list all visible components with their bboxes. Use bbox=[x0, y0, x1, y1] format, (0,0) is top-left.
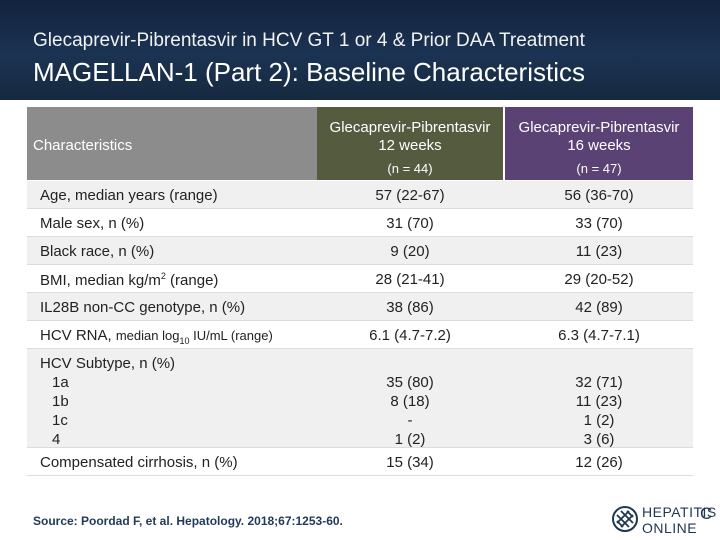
row-label: HCV Subtype, n (%) 1a 1b 1c 4 bbox=[40, 355, 176, 448]
logo-line1: HEPATITIS bbox=[642, 504, 717, 520]
logo-line2: ONLINE bbox=[642, 520, 698, 536]
table-row: Compensated cirrhosis, n (%) 15 (34) 12 … bbox=[27, 448, 693, 476]
table-row: IL28B non-CC genotype, n (%) 38 (86) 42 … bbox=[27, 293, 693, 321]
row-value-12: 28 (21-41) bbox=[375, 271, 445, 288]
row-label: Age, median years (range) bbox=[40, 187, 218, 204]
row-label: HCV RNA, median log10 IU/mL (range) bbox=[40, 327, 273, 346]
row-value-12: 35 (80) 8 (18) - 1 (2) bbox=[386, 374, 434, 448]
row-value-12: 38 (86) bbox=[386, 299, 434, 316]
row-value-16: 33 (70) bbox=[575, 215, 623, 232]
row-value-12: 6.1 (4.7-7.2) bbox=[369, 327, 451, 344]
slide-subtitle: Glecaprevir-Pibrentasvir in HCV GT 1 or … bbox=[33, 30, 585, 51]
row-value-16: 32 (71) 11 (23) 1 (2) 3 (6) bbox=[575, 374, 623, 448]
slide-title: MAGELLAN-1 (Part 2): Baseline Characteri… bbox=[33, 57, 585, 87]
baseline-table: Characteristics Glecaprevir-Pibrentasvir… bbox=[27, 107, 693, 476]
header-characteristics-label: Characteristics bbox=[33, 137, 133, 154]
header-16-n: (n = 47) bbox=[576, 161, 622, 176]
row-value-16: 6.3 (4.7-7.1) bbox=[558, 327, 640, 344]
table-row: BMI, median kg/m2 (range) 28 (21-41) 29 … bbox=[27, 265, 693, 293]
header-12-drug: Glecaprevir-Pibrentasvir bbox=[329, 119, 491, 136]
header-characteristics: Characteristics bbox=[27, 107, 317, 180]
header-16-duration: 16 weeks bbox=[567, 137, 631, 154]
table-row: Male sex, n (%) 31 (70) 33 (70) bbox=[27, 209, 693, 237]
row-value-12: 57 (22-67) bbox=[375, 187, 445, 204]
table-row: HCV RNA, median log10 IU/mL (range) 6.1 … bbox=[27, 321, 693, 349]
row-value-12: 9 (20) bbox=[390, 243, 430, 260]
row-value-12: 15 (34) bbox=[386, 454, 434, 471]
header-12-n: (n = 44) bbox=[387, 161, 433, 176]
table-row: HCV Subtype, n (%) 1a 1b 1c 4 35 (80) 8 … bbox=[27, 349, 693, 448]
hepatitis-c-online-logo: HEPATITIS ONLINE C bbox=[612, 502, 716, 536]
header-16-weeks: Glecaprevir-Pibrentasvir 16 weeks (n = 4… bbox=[505, 107, 693, 180]
header-12-duration: 12 weeks bbox=[378, 137, 442, 154]
row-value-16: 42 (89) bbox=[575, 299, 623, 316]
subtype-label: 1c bbox=[52, 412, 68, 429]
hepatitis-c-online-logo-icon bbox=[612, 506, 638, 532]
row-label: IL28B non-CC genotype, n (%) bbox=[40, 299, 246, 316]
table-row: Black race, n (%) 9 (20) 11 (23) bbox=[27, 237, 693, 265]
row-value-16: 29 (20-52) bbox=[564, 271, 634, 288]
header-12-weeks: Glecaprevir-Pibrentasvir 12 weeks (n = 4… bbox=[317, 107, 503, 180]
row-label: BMI, median kg/m2 (range) bbox=[40, 271, 219, 289]
row-label: Black race, n (%) bbox=[40, 243, 155, 260]
table-header-row: Characteristics Glecaprevir-Pibrentasvir… bbox=[27, 107, 693, 181]
row-value-16: 11 (23) bbox=[575, 243, 623, 260]
subtype-label: 1a bbox=[52, 374, 69, 391]
row-label: Compensated cirrhosis, n (%) bbox=[40, 454, 238, 471]
slide-header: Glecaprevir-Pibrentasvir in HCV GT 1 or … bbox=[0, 0, 720, 100]
row-value-12: 31 (70) bbox=[386, 215, 434, 232]
header-16-drug: Glecaprevir-Pibrentasvir bbox=[518, 119, 680, 136]
row-value-16: 12 (26) bbox=[575, 454, 623, 471]
table-row: Age, median years (range) 57 (22-67) 56 … bbox=[27, 181, 693, 209]
table-body: Age, median years (range) 57 (22-67) 56 … bbox=[27, 181, 693, 476]
logo-letter: C bbox=[700, 504, 713, 523]
source-citation: Source: Poordad F, et al. Hepatology. 20… bbox=[33, 514, 343, 528]
subtype-label: 4 bbox=[52, 431, 61, 448]
row-value-16: 56 (36-70) bbox=[564, 187, 634, 204]
subtype-label: 1b bbox=[52, 393, 69, 410]
row-label: Male sex, n (%) bbox=[40, 215, 145, 232]
